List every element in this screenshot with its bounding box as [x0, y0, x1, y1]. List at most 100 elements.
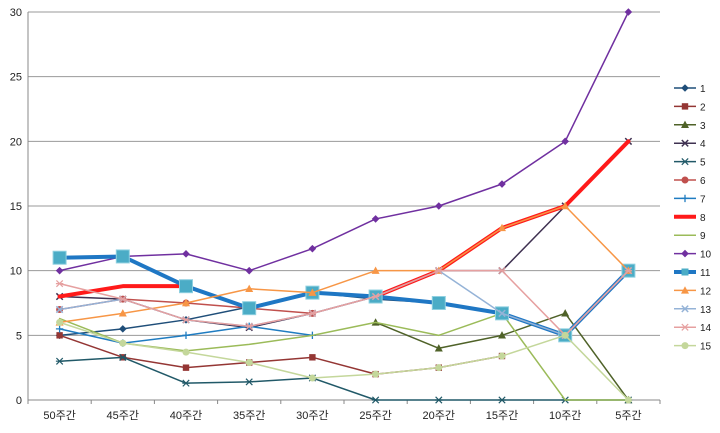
- legend-marker: [681, 268, 689, 276]
- legend-label: 2: [700, 102, 706, 113]
- legend-entry-12: 12: [674, 286, 712, 297]
- data-point: [119, 325, 127, 333]
- series-line: [58, 205, 630, 324]
- data-point: [182, 331, 190, 340]
- legend-marker: [681, 176, 689, 184]
- data-point: [119, 339, 127, 347]
- series-layer: [52, 8, 636, 404]
- data-point: [55, 266, 64, 275]
- series-line: [373, 139, 631, 299]
- data-point: [498, 267, 506, 275]
- data-point: [245, 284, 254, 292]
- data-point: [115, 249, 130, 264]
- data-point: [308, 309, 317, 317]
- legend-marker: [681, 157, 689, 166]
- data-point: [435, 396, 443, 404]
- data-point: [245, 358, 253, 366]
- axis-layer: 0 5 10 15 20 25 30 50주간 45주간 40주간 35주간 30주간 25주간 20주간…: [10, 7, 661, 422]
- legend-label: 11: [700, 268, 711, 279]
- series-14: [55, 267, 633, 339]
- legend-label: 8: [700, 213, 706, 224]
- legend-label: 1: [700, 84, 706, 95]
- legend-entry-6: 6: [674, 176, 706, 187]
- legend-marker: [681, 323, 689, 331]
- legend-label: 6: [700, 176, 706, 187]
- data-point: [435, 202, 443, 210]
- data-point: [371, 292, 380, 301]
- data-point: [561, 137, 569, 146]
- data-point: [561, 201, 570, 210]
- legend-marker: [681, 249, 689, 258]
- series-line: [58, 269, 630, 337]
- legend-label: 3: [700, 121, 706, 132]
- legend-entry-7: 7: [674, 194, 706, 205]
- legend-entry-5: 5: [674, 158, 706, 169]
- legend-marker: [681, 194, 689, 203]
- legend-marker: [681, 305, 689, 313]
- legend-entry-4: 4: [674, 139, 706, 150]
- data-point: [52, 250, 67, 265]
- data-point: [371, 266, 380, 274]
- legend-entry-15: 15: [674, 342, 712, 353]
- legend-label: 9: [700, 231, 706, 242]
- series-line: [58, 11, 630, 272]
- legend-entry-3: 3: [674, 120, 706, 132]
- data-point: [371, 215, 380, 223]
- data-point: [182, 250, 190, 258]
- data-point: [431, 296, 446, 310]
- data-point: [435, 364, 443, 372]
- x-tick-label: 25주간: [359, 409, 391, 422]
- series-line: [58, 356, 630, 401]
- legend-label: 10: [700, 250, 712, 261]
- y-tick-label: 25: [10, 72, 22, 84]
- data-point: [435, 267, 443, 275]
- grid-layer: [28, 11, 660, 401]
- data-point: [179, 279, 193, 294]
- x-tick-label: 10주간: [549, 409, 581, 422]
- y-tick-label: 15: [10, 201, 22, 213]
- data-point: [119, 353, 127, 361]
- data-point: [55, 305, 64, 314]
- data-point: [308, 244, 317, 253]
- legend-label: 14: [700, 323, 712, 334]
- legend-entry-11: 11: [674, 268, 711, 279]
- data-point: [55, 325, 64, 333]
- data-point: [245, 378, 253, 386]
- data-point: [55, 279, 64, 288]
- data-point: [498, 223, 506, 232]
- legend-label: 4: [700, 139, 706, 150]
- data-point: [245, 266, 253, 275]
- legend-entry-1: 1: [674, 84, 706, 95]
- data-point: [182, 379, 190, 387]
- x-tick-label: 30주간: [296, 409, 328, 422]
- data-point: [56, 318, 64, 326]
- legend-entry-2: 2: [674, 102, 706, 113]
- legend-marker: [681, 286, 689, 294]
- y-tick-label: 10: [10, 266, 22, 278]
- data-point: [624, 8, 633, 16]
- legend-label: 7: [700, 194, 706, 205]
- legend-marker: [681, 342, 689, 350]
- data-point: [118, 309, 127, 317]
- data-point: [182, 348, 190, 356]
- data-point: [498, 396, 506, 404]
- series-line: [57, 284, 188, 299]
- data-point: [561, 331, 569, 339]
- data-point: [309, 354, 316, 361]
- data-point: [624, 396, 632, 404]
- series-line: [57, 254, 631, 338]
- data-point: [308, 288, 317, 296]
- series-15: [56, 318, 632, 404]
- series-13: [55, 266, 633, 340]
- legend-label: 13: [700, 305, 712, 316]
- legend-marker: [681, 120, 689, 128]
- data-point: [498, 309, 506, 318]
- series-10: [55, 8, 633, 275]
- x-tick-label: 5주간: [615, 409, 641, 422]
- x-tick-label: 35주간: [233, 409, 265, 422]
- x-tick-label: 50주간: [43, 409, 75, 422]
- legend-label: 15: [700, 342, 712, 353]
- data-point: [434, 344, 443, 352]
